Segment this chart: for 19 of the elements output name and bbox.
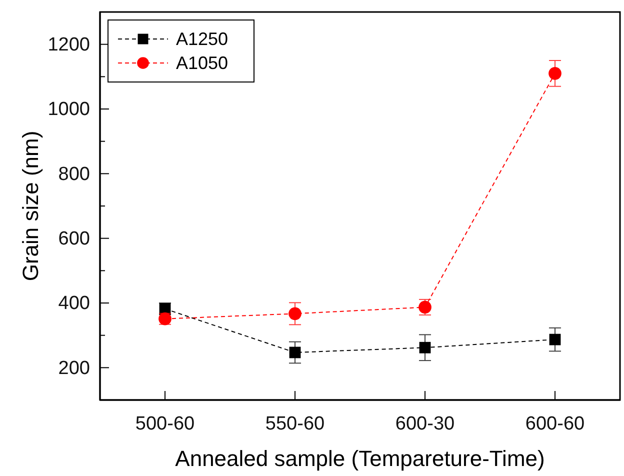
x-tick-label: 550-60 — [265, 413, 325, 434]
point — [549, 334, 561, 346]
y-tick-label: 1000 — [48, 99, 90, 120]
y-tick-label: 1200 — [48, 34, 90, 56]
y-tick-label: 600 — [58, 228, 90, 250]
y-tick-label: 800 — [58, 164, 90, 185]
y-tick-label: 200 — [58, 358, 90, 379]
point — [548, 67, 562, 80]
x-axis-title: Annealed sample (Tempareture-Time) — [175, 446, 545, 471]
point — [419, 342, 431, 354]
x-tick-label: 600-30 — [395, 413, 455, 434]
y-axis-title: Grain size (nm) — [18, 130, 43, 282]
y-tick-label: 400 — [58, 293, 90, 314]
legend-label: A1050 — [176, 53, 228, 73]
x-tick-label: 500-60 — [135, 413, 195, 434]
point — [288, 307, 302, 320]
x-tick-label: 600-60 — [525, 413, 585, 434]
legend-label: A1250 — [176, 29, 228, 49]
point — [289, 346, 301, 358]
